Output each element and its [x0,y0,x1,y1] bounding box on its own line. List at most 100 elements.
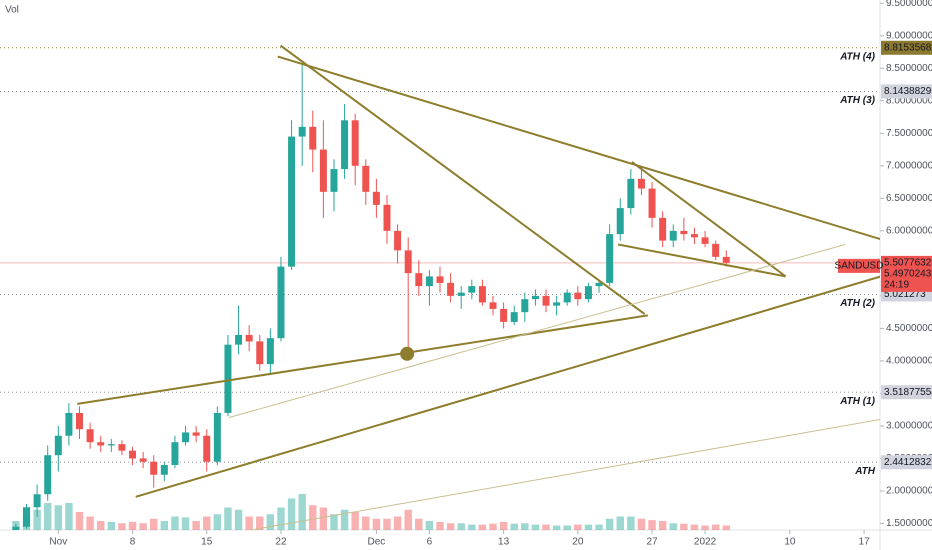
y-tick-label: 8.50000000 [886,63,932,74]
candle-body [500,308,508,322]
candle-body [44,455,52,495]
candle-body [76,412,84,430]
volume-bar [584,524,593,530]
volume-bar [97,521,105,530]
trendline [228,244,846,418]
candle-body [383,204,391,231]
marker [400,346,415,361]
volume-bar [118,523,126,530]
volume-bar [181,517,190,530]
level-value: 3.51877554 [884,387,932,398]
level-label: ATH (2) [839,298,875,309]
volume-bar [319,507,328,530]
volume-label: Vol [5,5,19,16]
candle-body [553,302,561,306]
x-tick-label: 13 [498,537,510,548]
level-label: ATH [854,466,876,477]
candle-body [584,286,592,300]
candle-body [648,188,656,218]
candle-body [12,526,20,530]
volume-bar [309,505,317,530]
candle-body [542,295,550,306]
candle-body [277,266,285,339]
candle-body [33,494,41,508]
candle-body [394,230,402,251]
volume-bar [711,524,720,530]
candle-body [97,442,105,446]
volume-bar [65,503,73,530]
volume-bar [203,516,211,530]
trendline [617,243,786,278]
symbol-box [838,258,880,273]
candle-body [129,450,137,459]
volume-bar [404,509,412,530]
candle-body [436,276,444,283]
level-value: 2.44128327 [884,457,932,468]
volume-bar [213,514,222,530]
volume-bar [351,512,359,530]
candle-body [425,276,433,287]
volume-bar [287,498,296,530]
y-tick-label: 6.50000000 [886,193,932,204]
candle-body [447,282,455,296]
volume-bar [648,520,656,530]
level-label: ATH (3) [839,95,875,106]
candle-body [150,461,158,475]
volume-bar [393,516,402,530]
volume-bar [446,523,455,530]
candle-body [266,338,274,365]
x-tick-label: 15 [201,537,213,548]
candle-body [690,234,698,238]
x-tick-label: 27 [646,537,658,548]
candle-body [701,237,709,244]
candle-body [118,444,126,451]
candle-body [65,412,73,436]
volume-bar [372,518,381,530]
candle-body [606,234,614,283]
y-tick-label: 9.00000000 [886,30,932,41]
y-tick-label: 7.50000000 [886,128,932,139]
plot-area [0,44,880,530]
volume-bar [54,505,63,530]
candle-body [107,444,115,446]
x-tick-label: 10 [784,537,796,548]
volume-bar [595,524,603,530]
x-tick-label: 6 [427,537,433,548]
level-value: 8.81535682 [884,42,932,53]
y-tick-label: 4.50000000 [886,323,932,334]
y-tick-label: 4.00000000 [886,356,932,367]
volume-bar [298,494,306,530]
level-box [881,40,932,55]
candle-body [574,292,582,300]
candle-body [680,230,688,235]
candle-body [351,120,359,166]
candle-body [288,136,296,267]
candle-body [669,230,677,241]
candle-body [54,435,62,456]
y-tick-label: 9.50000000 [886,0,932,9]
candle-body [139,458,147,462]
candle-body [457,292,465,296]
volume-bar [722,525,730,530]
y-tick-label: 1.50000000 [886,518,932,529]
candle-body [298,126,306,137]
volume-bar [616,516,624,530]
volume-bar [542,524,550,530]
symbol: SANDUSD [835,261,884,272]
candle-body [235,334,243,345]
candle-body [468,286,476,293]
volume-bar [224,507,232,530]
volume-bar [468,524,476,530]
volume-bar [425,521,434,530]
volume-bar [605,518,614,530]
candle-body [627,178,635,209]
volume-bar [521,523,529,530]
trendline [279,44,646,315]
candle-body [182,432,190,443]
level-box [881,84,932,99]
x-tick-label: 17 [859,537,871,548]
x-tick-label: Dec [367,537,385,548]
candle-body [478,286,486,303]
volume-bar [277,507,285,530]
